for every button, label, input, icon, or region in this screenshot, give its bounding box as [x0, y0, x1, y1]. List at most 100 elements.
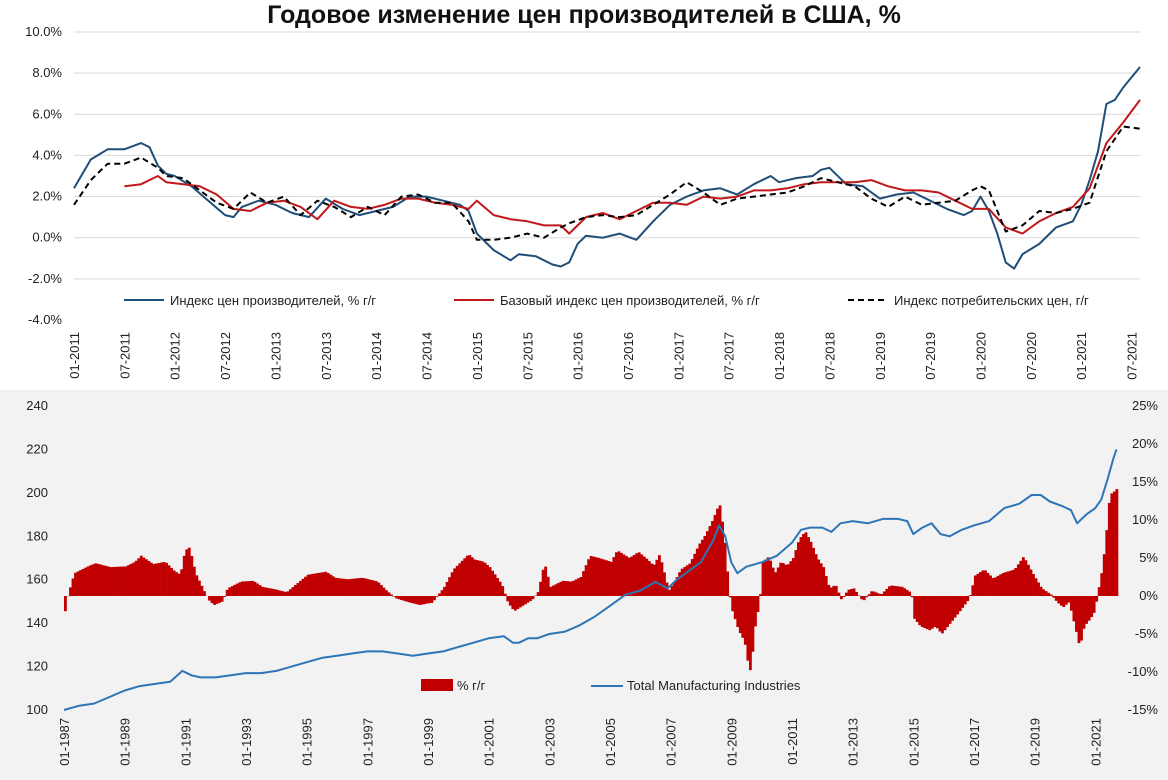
bar	[794, 550, 798, 596]
bar	[764, 559, 767, 596]
bar	[1097, 587, 1101, 596]
bar	[870, 591, 874, 596]
bar	[1064, 596, 1068, 605]
bar	[569, 581, 573, 596]
bar	[294, 585, 297, 596]
bar	[170, 567, 173, 596]
bar	[948, 596, 952, 624]
bar	[450, 572, 454, 596]
bar	[1100, 573, 1104, 596]
bar	[1011, 569, 1015, 596]
bar	[1039, 586, 1043, 596]
bar	[240, 581, 244, 596]
bar	[438, 593, 441, 596]
bar	[377, 582, 381, 596]
bar	[832, 585, 836, 596]
bar	[233, 584, 237, 596]
bar	[1016, 564, 1020, 596]
bar	[478, 560, 482, 596]
bar	[579, 577, 583, 596]
bar	[943, 596, 947, 631]
bar	[615, 552, 618, 596]
bar	[354, 578, 358, 596]
bar	[516, 596, 520, 609]
bar	[407, 596, 411, 603]
bar	[551, 585, 555, 596]
bar	[675, 577, 679, 596]
bar	[84, 567, 88, 596]
bar	[663, 572, 666, 596]
bar	[559, 581, 563, 596]
bar	[867, 594, 871, 596]
bar	[1087, 596, 1091, 621]
bar	[261, 586, 264, 596]
bar	[99, 564, 103, 596]
x-tick-label: 01-2005	[603, 718, 618, 766]
bar	[256, 583, 259, 596]
bar	[458, 563, 462, 596]
bar	[913, 596, 917, 619]
bar	[369, 579, 373, 596]
bar	[1034, 578, 1038, 596]
bar	[572, 580, 575, 596]
bar	[809, 541, 813, 596]
bar	[149, 562, 153, 596]
bar	[713, 514, 717, 596]
bar	[708, 526, 712, 596]
bar	[688, 563, 692, 596]
bar	[1075, 596, 1078, 632]
right-y-tick-label: 25%	[1132, 398, 1158, 413]
bar	[463, 558, 467, 596]
bar	[620, 552, 623, 596]
bar	[1069, 596, 1073, 611]
bar	[109, 567, 113, 596]
bar	[665, 582, 669, 596]
bar	[347, 579, 350, 596]
bar	[493, 574, 497, 596]
bar	[759, 594, 762, 596]
bar	[122, 566, 125, 596]
bar	[291, 587, 295, 596]
y-tick-label: 6.0%	[32, 106, 62, 121]
bar	[1024, 560, 1028, 596]
bar	[700, 539, 704, 596]
bar	[728, 596, 732, 598]
bar	[885, 588, 889, 596]
bar	[513, 596, 517, 611]
bar	[850, 589, 853, 596]
bar	[288, 589, 292, 596]
bar	[928, 596, 932, 631]
bar	[905, 589, 909, 596]
legend-label-2: Индекс потребительских цен, г/г	[894, 293, 1089, 308]
bar	[1067, 596, 1071, 603]
x-tick-label: 01-2017	[671, 332, 686, 380]
bar	[718, 505, 722, 596]
left-y-tick-label: 100	[26, 702, 48, 717]
bar	[185, 549, 189, 596]
bar	[1014, 567, 1018, 596]
legend-label-0: Индекс цен производителей, % г/г	[170, 293, 376, 308]
x-tick-label: 01-2012	[168, 332, 183, 380]
bar	[1059, 596, 1063, 606]
bar	[430, 596, 434, 603]
bar	[455, 565, 459, 596]
bar	[898, 586, 901, 596]
bar	[379, 585, 383, 596]
bar	[1115, 489, 1119, 596]
bar	[518, 596, 522, 608]
bar	[104, 565, 108, 596]
bar	[195, 575, 199, 596]
bar	[529, 596, 532, 602]
bar	[101, 565, 105, 596]
y-tick-label: -4.0%	[28, 312, 62, 327]
bar	[473, 559, 477, 596]
bar	[668, 589, 671, 596]
x-tick-label: 01-2021	[1074, 332, 1089, 380]
bar	[731, 596, 735, 612]
bar	[958, 596, 962, 612]
bar	[319, 572, 323, 596]
bar	[296, 582, 300, 596]
bar	[299, 580, 302, 596]
bar	[683, 567, 687, 596]
bar	[162, 562, 166, 596]
